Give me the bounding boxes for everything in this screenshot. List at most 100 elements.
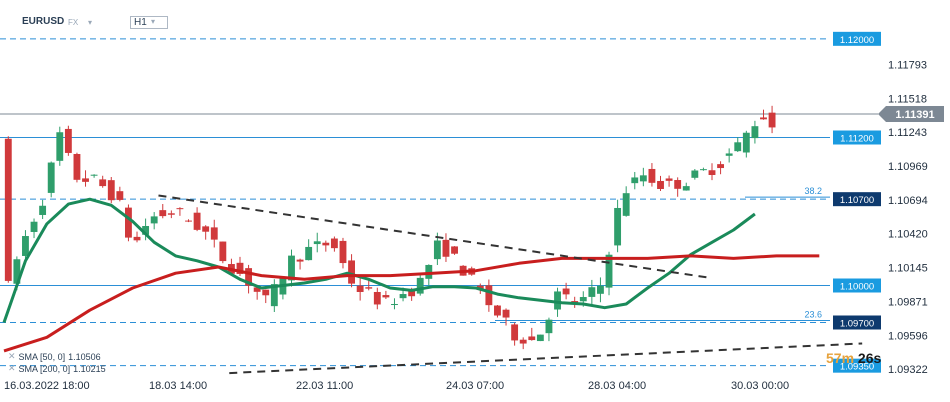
candle-body[interactable]: [159, 210, 167, 217]
level-price-tag[interactable]: [833, 130, 881, 145]
candle-body[interactable]: [442, 239, 450, 257]
candle-body[interactable]: [768, 112, 776, 128]
candle-body[interactable]: [545, 319, 553, 334]
candle-body[interactable]: [193, 212, 201, 230]
candle-body[interactable]: [502, 309, 510, 318]
candle-body[interactable]: [339, 240, 347, 264]
candle-body[interactable]: [708, 170, 716, 176]
candle-body[interactable]: [597, 285, 604, 294]
candle-body[interactable]: [253, 287, 261, 292]
candle-body[interactable]: [270, 284, 278, 307]
candle-body[interactable]: [99, 179, 107, 187]
candle-body[interactable]: [382, 295, 390, 298]
candle-body[interactable]: [528, 336, 536, 341]
candle-body[interactable]: [536, 334, 544, 342]
remove-sma200-icon[interactable]: ✕: [8, 363, 16, 373]
candle-body[interactable]: [614, 207, 622, 246]
candle-body[interactable]: [348, 260, 355, 284]
candle-body[interactable]: [648, 168, 656, 183]
level-price-tag[interactable]: [833, 192, 881, 207]
candle-body[interactable]: [356, 285, 364, 292]
candle-body[interactable]: [56, 132, 64, 161]
candle-body[interactable]: [665, 178, 673, 181]
timeframe-dropdown-icon[interactable]: ▾: [151, 17, 156, 26]
candle-body[interactable]: [167, 213, 175, 215]
candle-body[interactable]: [734, 142, 742, 152]
candle-body[interactable]: [742, 132, 750, 153]
candle-body[interactable]: [682, 186, 690, 191]
candle-body[interactable]: [47, 162, 55, 193]
candle-body[interactable]: [125, 207, 132, 238]
candle-body[interactable]: [107, 180, 115, 201]
candle-body[interactable]: [416, 277, 424, 294]
candle-body[interactable]: [245, 268, 253, 286]
candle-body[interactable]: [22, 236, 29, 256]
level-price-tag[interactable]: [833, 315, 881, 330]
candle-body[interactable]: [691, 170, 699, 178]
candle-body[interactable]: [699, 169, 707, 171]
symbol-label[interactable]: EURUSD: [22, 16, 65, 27]
candle-body[interactable]: [82, 178, 89, 182]
candle-body[interactable]: [185, 220, 192, 222]
candle-body[interactable]: [236, 262, 244, 274]
candle-body[interactable]: [262, 289, 270, 296]
candle-body[interactable]: [39, 205, 47, 215]
candle-body[interactable]: [176, 208, 184, 210]
candle-body[interactable]: [322, 242, 330, 246]
candle-body[interactable]: [73, 154, 81, 180]
candle-body[interactable]: [639, 175, 647, 182]
candle-body[interactable]: [116, 191, 124, 200]
candle-body[interactable]: [90, 174, 98, 176]
candle-body[interactable]: [296, 259, 304, 262]
candle-body[interactable]: [365, 287, 373, 289]
candle-body[interactable]: [202, 226, 210, 232]
candle-body[interactable]: [562, 288, 570, 295]
candle-body[interactable]: [142, 225, 150, 235]
level-price-tag[interactable]: [833, 358, 881, 373]
candle-body[interactable]: [4, 138, 12, 281]
trendline[interactable]: [158, 194, 713, 280]
level-price-tag[interactable]: [833, 278, 881, 293]
candle-body[interactable]: [210, 227, 218, 240]
candle-body[interactable]: [657, 180, 664, 189]
candle-body[interactable]: [13, 259, 21, 284]
candle-body[interactable]: [433, 240, 441, 260]
candle-body[interactable]: [305, 246, 313, 261]
candle-body[interactable]: [408, 290, 416, 297]
candle-body[interactable]: [425, 264, 433, 279]
candle-body[interactable]: [330, 238, 338, 249]
candle-body[interactable]: [494, 305, 501, 316]
sma50-line[interactable]: [2, 197, 756, 323]
candle-body[interactable]: [622, 193, 630, 216]
candle-body[interactable]: [579, 297, 587, 302]
candle-body[interactable]: [485, 285, 493, 306]
current-price-tag[interactable]: [878, 105, 944, 122]
candle-body[interactable]: [391, 304, 398, 306]
candle-body[interactable]: [631, 177, 639, 184]
candle-body[interactable]: [30, 221, 38, 232]
candle-body[interactable]: [150, 216, 158, 224]
candle-body[interactable]: [751, 126, 759, 139]
level-price-tag[interactable]: [833, 31, 881, 46]
candle-body[interactable]: [519, 339, 527, 344]
candle-body[interactable]: [717, 164, 725, 169]
trendline[interactable]: [229, 342, 863, 375]
remove-sma50-icon[interactable]: ✕: [8, 351, 16, 361]
symbol-dropdown-icon[interactable]: ▾: [88, 18, 93, 27]
candle-body[interactable]: [313, 241, 321, 245]
candle-body[interactable]: [373, 291, 381, 305]
candle-body[interactable]: [725, 153, 733, 156]
candle-body[interactable]: [64, 128, 72, 153]
candle-body[interactable]: [511, 324, 519, 341]
candle-body[interactable]: [219, 241, 227, 262]
candle-body[interactable]: [605, 254, 613, 288]
candle-body[interactable]: [133, 236, 141, 241]
candle-body[interactable]: [399, 294, 407, 299]
candle-body[interactable]: [451, 246, 458, 254]
candle-body[interactable]: [554, 291, 561, 310]
candle-body[interactable]: [288, 255, 295, 281]
candle-body[interactable]: [760, 117, 767, 120]
candle-body[interactable]: [588, 287, 596, 297]
